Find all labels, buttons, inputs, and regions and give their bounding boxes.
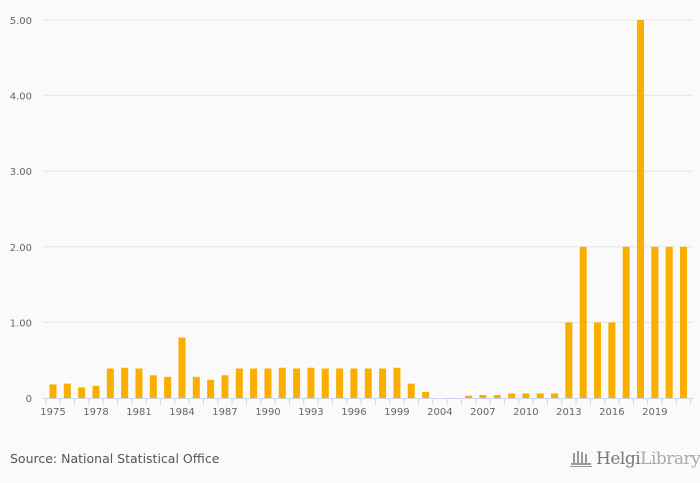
x-tick-label: 2013 bbox=[556, 407, 581, 418]
bar-1987 bbox=[221, 375, 229, 398]
bar-1998 bbox=[379, 368, 387, 398]
bar-2021 bbox=[680, 246, 688, 398]
y-tick-label: 5.00 bbox=[10, 16, 32, 27]
bar-1990 bbox=[264, 368, 272, 398]
bar-1988 bbox=[235, 368, 243, 398]
x-tick-label: 1984 bbox=[169, 407, 194, 418]
x-tick-label: 2019 bbox=[642, 407, 667, 418]
bar-1993 bbox=[307, 367, 315, 398]
x-tick-label: 1987 bbox=[212, 407, 237, 418]
bar-2007 bbox=[479, 394, 487, 398]
bar-2000 bbox=[407, 383, 415, 398]
y-tick-label: 3.00 bbox=[10, 167, 32, 178]
bar-1982 bbox=[149, 375, 157, 398]
bar-1975 bbox=[49, 384, 57, 398]
bar-1991 bbox=[278, 367, 286, 398]
x-tick-label: 2007 bbox=[470, 407, 495, 418]
x-tick-label: 2010 bbox=[513, 407, 538, 418]
bar-1995 bbox=[336, 368, 344, 398]
bar-2017 bbox=[622, 246, 630, 398]
x-tick-label: 1993 bbox=[298, 407, 323, 418]
bar-chart: 0 1.00 2.00 3.00 4.00 5.00 1975 1978 1981 1984 198… bbox=[10, 16, 693, 418]
bar-2010 bbox=[522, 393, 530, 398]
bar-2013 bbox=[565, 322, 573, 398]
x-tick-label: 2004 bbox=[427, 407, 452, 418]
bar-2018 bbox=[637, 20, 645, 398]
x-tick-label: 1999 bbox=[384, 407, 409, 418]
bar-2002 bbox=[422, 391, 430, 398]
logo-text: HelgiLibrary bbox=[596, 449, 700, 469]
y-tick-label: 0 bbox=[26, 394, 32, 405]
bar-2020 bbox=[665, 246, 673, 398]
bar-1976 bbox=[63, 383, 71, 398]
bar-2012 bbox=[551, 393, 559, 398]
bar-1997 bbox=[364, 368, 372, 398]
bar-1978 bbox=[92, 385, 100, 398]
bar-1979 bbox=[106, 368, 114, 398]
x-tick-label: 1996 bbox=[341, 407, 366, 418]
bar-2015 bbox=[594, 322, 602, 398]
bar-1992 bbox=[293, 368, 301, 398]
bar-2009 bbox=[508, 393, 516, 398]
bar-1986 bbox=[207, 379, 215, 398]
bar-1985 bbox=[192, 376, 200, 398]
bar-2006 bbox=[465, 395, 473, 398]
bar-1977 bbox=[78, 387, 86, 398]
x-tick-label: 1978 bbox=[83, 407, 108, 418]
helgi-library-logo: HelgiLibrary bbox=[570, 449, 700, 469]
x-tick-label: 1981 bbox=[126, 407, 151, 418]
bar-1984 bbox=[178, 337, 186, 398]
library-icon bbox=[570, 451, 592, 467]
y-tick-label: 2.00 bbox=[10, 243, 32, 254]
bar-1994 bbox=[321, 368, 329, 398]
bar-2008 bbox=[493, 394, 501, 398]
source-note: Source: National Statistical Office bbox=[10, 451, 220, 466]
bar-2019 bbox=[651, 246, 659, 398]
bar-2016 bbox=[608, 322, 616, 398]
bar-1981 bbox=[135, 368, 143, 398]
bar-1996 bbox=[350, 368, 358, 398]
x-tick-label: 2016 bbox=[599, 407, 624, 418]
bar-1983 bbox=[164, 376, 172, 398]
bar-2011 bbox=[536, 393, 544, 398]
x-tick-label: 1975 bbox=[40, 407, 65, 418]
bar-2014 bbox=[579, 246, 587, 398]
y-tick-label: 4.00 bbox=[10, 92, 32, 103]
x-tick-label: 1990 bbox=[255, 407, 280, 418]
bar-1999 bbox=[393, 367, 401, 398]
bar-1989 bbox=[250, 368, 258, 398]
y-tick-label: 1.00 bbox=[10, 318, 32, 329]
bar-1980 bbox=[121, 367, 129, 398]
